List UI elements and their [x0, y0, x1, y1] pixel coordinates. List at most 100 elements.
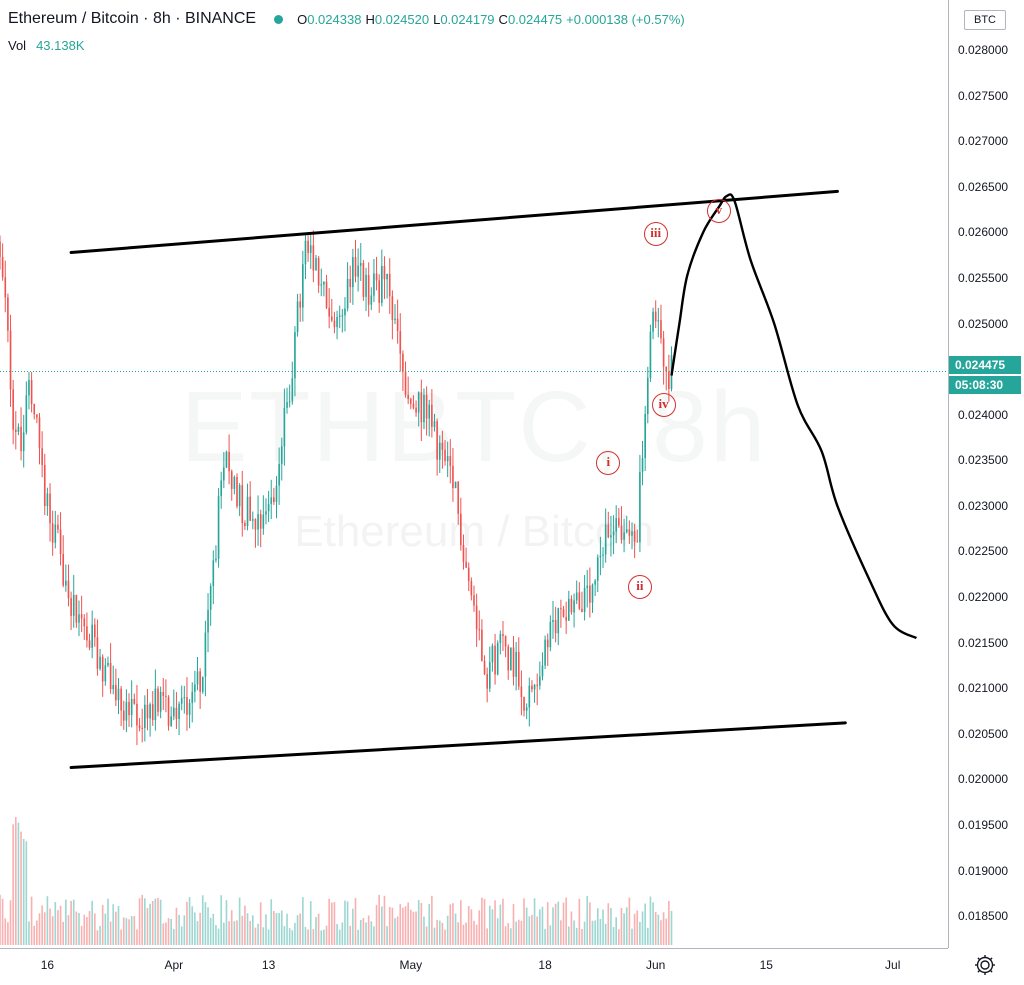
volume-bar	[602, 909, 604, 945]
volume-bar	[499, 904, 502, 945]
candle-body	[465, 561, 467, 568]
chart-settings-button[interactable]	[972, 952, 998, 978]
volume-bar	[220, 895, 223, 945]
candle-body	[657, 320, 660, 322]
candle-body	[157, 688, 159, 712]
volume-bar	[623, 913, 625, 945]
volume-bar	[665, 918, 668, 945]
candle-body	[441, 442, 444, 450]
volume-bar	[286, 913, 288, 945]
ohlc-change: +0.000138 (+0.57%)	[566, 11, 685, 27]
candle-body	[549, 621, 552, 648]
volume-bar	[1, 898, 4, 945]
candle-body	[628, 529, 631, 536]
currency-badge[interactable]: BTC	[964, 10, 1006, 30]
candle-body	[641, 458, 644, 472]
candle-body	[54, 524, 57, 543]
volume-bar	[233, 921, 236, 945]
candle-body	[70, 598, 72, 616]
candle-body	[644, 413, 646, 459]
candle-body	[249, 496, 251, 521]
candle-body	[302, 264, 304, 308]
candle-body	[636, 541, 639, 543]
candle-body	[117, 688, 120, 701]
candle-body	[615, 518, 618, 532]
volume-bar	[317, 913, 320, 945]
volume-bar	[454, 913, 457, 945]
volume-bar	[194, 912, 196, 945]
volume-bar	[552, 907, 554, 945]
candle-body	[254, 519, 257, 530]
candle-body	[541, 665, 544, 677]
symbol-title[interactable]: Ethereum / Bitcoin · 8h · BINANCE	[8, 10, 257, 27]
volume-bar	[51, 916, 54, 945]
volume-bar	[491, 909, 494, 945]
candle-body	[265, 511, 267, 515]
volume-bar	[36, 920, 38, 945]
ohlc-close: C0.024475	[498, 11, 563, 27]
candle-body	[581, 608, 583, 612]
candle-body	[349, 279, 352, 288]
candle-body	[144, 704, 146, 728]
volume-bar	[625, 907, 628, 945]
volume-bar	[394, 918, 396, 945]
symbol-legend: Ethereum / Bitcoin · 8h · BINANCE O0.024…	[8, 10, 689, 28]
volume-bar	[599, 918, 602, 945]
candle-body	[457, 481, 460, 514]
wave-label-i[interactable]: i	[596, 451, 621, 476]
candle-body	[620, 525, 623, 540]
candle-body	[589, 585, 591, 603]
candle-body	[120, 688, 122, 711]
candle-body	[591, 584, 594, 603]
price-axis[interactable]	[948, 0, 1024, 948]
volume-bar	[25, 841, 28, 945]
volume-bar	[325, 925, 328, 945]
wave-label-v[interactable]: v	[706, 198, 731, 223]
volume-bar	[381, 906, 383, 945]
volume-bar	[91, 900, 93, 945]
wave-label-ii[interactable]: ii	[627, 575, 652, 600]
candle-body	[191, 691, 194, 703]
volume-bar	[520, 920, 523, 945]
candle-body	[323, 281, 325, 285]
candle-body	[454, 481, 457, 489]
volume-bar	[420, 903, 423, 945]
volume-label[interactable]: Vol	[8, 38, 27, 53]
volume-bar	[452, 903, 454, 945]
candle-body	[125, 701, 128, 721]
chart-area[interactable]: ETHBTC, 8h Ethereum / Bitcoin i ii iii iv v	[0, 0, 948, 948]
candle-body	[14, 429, 17, 432]
candle-body	[112, 685, 115, 690]
candle-body	[481, 629, 483, 661]
candle-body	[51, 523, 54, 543]
wave-label-iv[interactable]: iv	[651, 392, 676, 417]
candle-body	[12, 389, 14, 430]
candle-body	[531, 685, 533, 690]
candle-body	[583, 588, 586, 612]
volume-bar	[486, 928, 488, 945]
candle-body	[22, 432, 25, 452]
candle-body	[646, 377, 649, 414]
volume-bar	[78, 913, 80, 945]
candle-body	[215, 558, 217, 561]
candle-body	[370, 295, 373, 305]
candle-body	[294, 332, 296, 379]
volume-bar	[407, 902, 409, 945]
volume-bar	[230, 910, 233, 945]
wave-label-iii[interactable]: iii	[643, 222, 668, 247]
candle-body	[62, 553, 65, 586]
volume-bar	[191, 906, 194, 945]
candle-body	[431, 404, 433, 427]
candle-body	[28, 380, 30, 396]
candle-body	[7, 297, 9, 331]
candle-body	[183, 697, 186, 699]
volume-bar	[528, 916, 531, 945]
volume-bar	[12, 824, 14, 945]
time-axis[interactable]	[0, 948, 948, 985]
volume-bar	[615, 917, 618, 945]
volume-bar	[570, 911, 573, 945]
candle-body	[362, 263, 365, 297]
candle-body	[162, 691, 165, 696]
volume-bar	[217, 928, 220, 945]
volume-bar	[149, 903, 151, 945]
